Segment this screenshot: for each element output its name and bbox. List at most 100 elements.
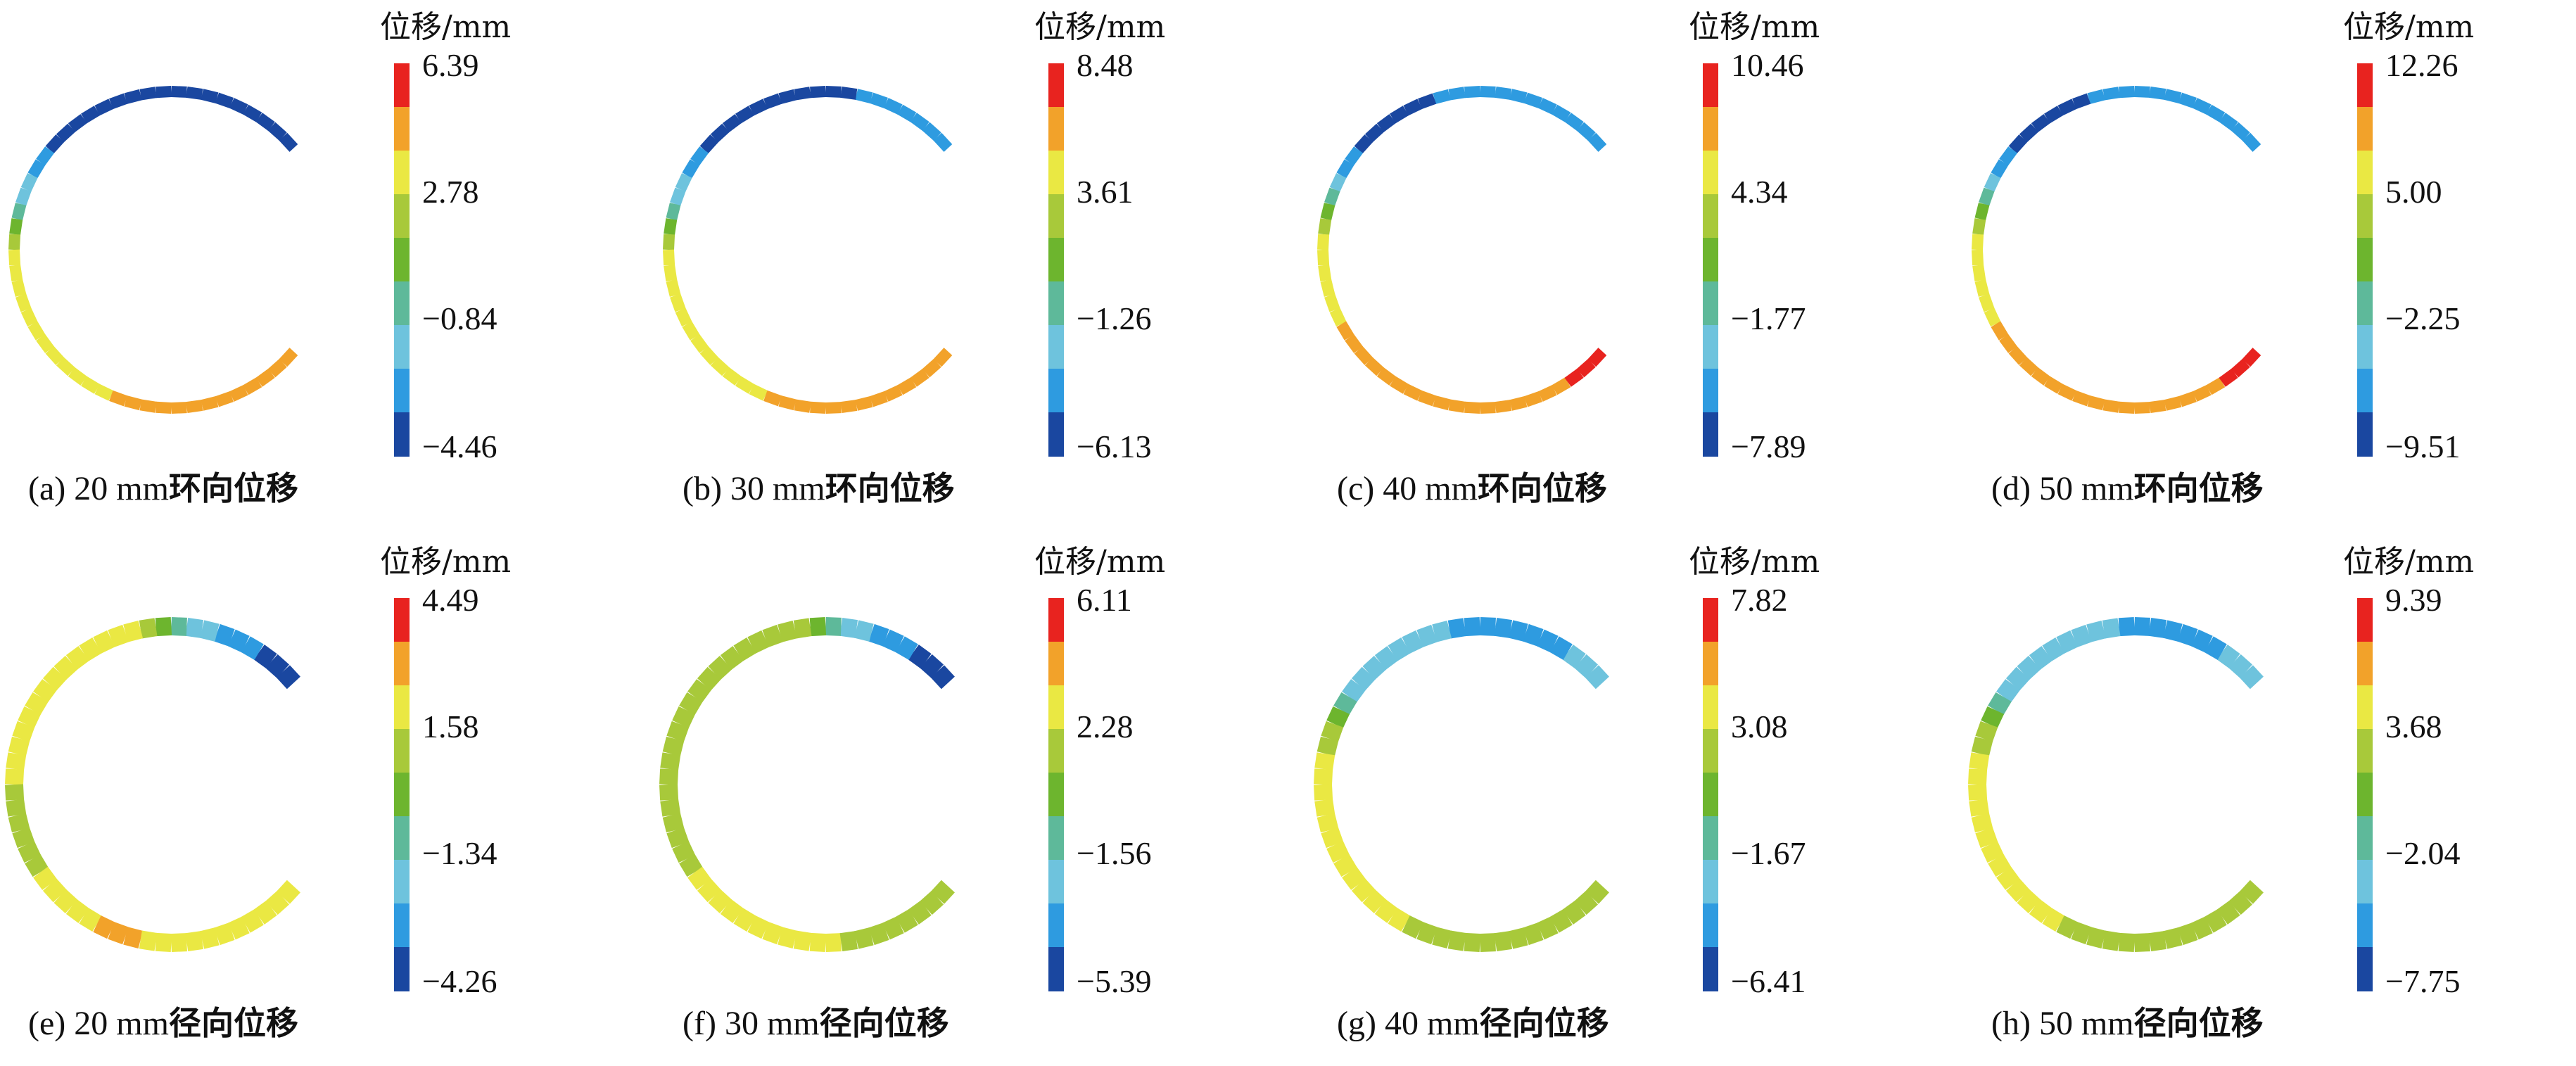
colorbar-band — [2357, 860, 2373, 904]
ring-segment — [27, 159, 46, 179]
ring-segment — [1523, 92, 1542, 108]
ring-segment — [922, 358, 941, 378]
colorbar-tick: −1.67 — [1731, 835, 1806, 871]
ring-segment — [1321, 721, 1344, 742]
colorbar-band — [2357, 107, 2373, 151]
ring-segment — [8, 736, 30, 756]
ring-segment — [1354, 134, 1373, 154]
ring-segment — [33, 679, 58, 703]
ring-segment — [1999, 146, 2018, 166]
ring-segment — [1981, 841, 2005, 863]
ring-segment — [2190, 629, 2213, 653]
ring-segment — [1364, 123, 1384, 143]
ring-segment — [762, 922, 783, 945]
ring-segment — [1402, 630, 1424, 654]
ring-segment — [276, 880, 300, 904]
ring-segment — [1433, 395, 1451, 411]
ring-segment — [276, 665, 300, 690]
panel-caption: (h) 50 mm径向位移 — [1991, 998, 2264, 1044]
ring-segment — [94, 99, 114, 116]
ring-segment — [1975, 827, 1998, 849]
colorbar-band — [1048, 412, 1064, 457]
ring-segment — [922, 122, 941, 141]
ring-segment — [910, 113, 929, 132]
ring-segment — [1968, 768, 1988, 785]
ring-segment — [810, 86, 826, 99]
ring-segment — [2149, 400, 2166, 414]
ring-segment — [68, 367, 87, 386]
ring-segment — [1316, 736, 1339, 756]
ring-segment — [1324, 293, 1340, 312]
ring-segment — [2164, 396, 2182, 411]
ring-segment — [2031, 367, 2050, 386]
ring-d — [1972, 86, 2261, 414]
ring-segment — [882, 629, 904, 653]
colorbar-tick: −5.39 — [1077, 963, 1152, 999]
colorbar-band — [1703, 281, 1718, 326]
ring-segment — [1549, 636, 1573, 660]
colorbar-band — [1703, 860, 1718, 904]
panel-f: 位移/mm 6.11 2.28 −1.56 −5.39 (f) 30 mm径向位… — [654, 535, 1309, 1066]
ring-segment — [2190, 916, 2213, 940]
colorbar-band — [2357, 729, 2373, 773]
panel-caption: (d) 50 mm环向位移 — [1991, 463, 2264, 509]
caption-text: (a) 20 mm — [28, 470, 169, 507]
colorbar-tick: −7.75 — [2385, 963, 2461, 999]
ring-segment — [200, 620, 220, 642]
colorbar-band — [394, 194, 410, 239]
colorbar-tick: 2.28 — [1077, 709, 1134, 744]
ring-segment — [124, 395, 142, 411]
colorbar-band — [1048, 729, 1064, 773]
ring-segment — [1333, 692, 1357, 716]
colorbar-band — [2357, 325, 2373, 369]
ring-segment — [1345, 146, 1364, 166]
ring-segment — [2192, 385, 2212, 402]
ring-segment — [1314, 784, 1333, 801]
ring-segment — [18, 706, 42, 728]
ring-segment — [662, 736, 685, 756]
ring-segment — [855, 396, 873, 411]
caption-cjk: 径向位移 — [2133, 1004, 2264, 1042]
ring-segment — [2178, 391, 2197, 407]
ring-segment — [1318, 264, 1332, 281]
ring-segment — [253, 900, 277, 925]
ring-segment — [1354, 345, 1373, 365]
colorbar-band — [2357, 598, 2373, 642]
ring-segment — [2164, 89, 2182, 103]
ring-segment — [185, 931, 204, 951]
ring-segment — [708, 889, 732, 913]
ring-segment — [1564, 368, 1584, 387]
ring-segment — [763, 390, 782, 407]
ring-segment — [1480, 86, 1496, 98]
ring-segment — [2178, 92, 2197, 108]
caption-text: (c) 40 mm — [1337, 470, 1478, 507]
ring-segment — [1418, 390, 1437, 407]
colorbar-band — [1048, 598, 1064, 642]
ring-segment — [2086, 927, 2107, 948]
ring-b — [663, 86, 953, 414]
ring-segment — [1317, 234, 1330, 250]
ring-segment — [2134, 86, 2150, 98]
ring-segment — [666, 279, 681, 297]
ring-segment — [733, 908, 756, 932]
ring-segment — [1523, 391, 1542, 407]
ring-segment — [794, 87, 811, 101]
ring-segment — [1318, 218, 1332, 236]
ring-segment — [1564, 113, 1584, 132]
ring-segment — [794, 399, 811, 413]
ring-segment — [2204, 909, 2227, 933]
ring-segment — [109, 390, 128, 407]
caption-cjk: 环向位移 — [1477, 469, 1607, 507]
ring-segment — [778, 621, 798, 642]
ring-segment — [2133, 617, 2150, 636]
ring-segment — [920, 891, 944, 915]
colorbar-band — [1048, 63, 1064, 108]
ring-segment — [1464, 86, 1480, 99]
ring-segment — [664, 218, 678, 236]
ring-segment — [682, 159, 700, 179]
colorbar-band — [1048, 903, 1064, 948]
panel-d: 位移/mm 12.26 5.00 −2.25 −9.51 (d) 50 mm环向… — [1963, 0, 2576, 531]
ring-segment — [1364, 357, 1384, 376]
ring-segment — [778, 395, 797, 411]
ring-segment — [279, 348, 298, 367]
